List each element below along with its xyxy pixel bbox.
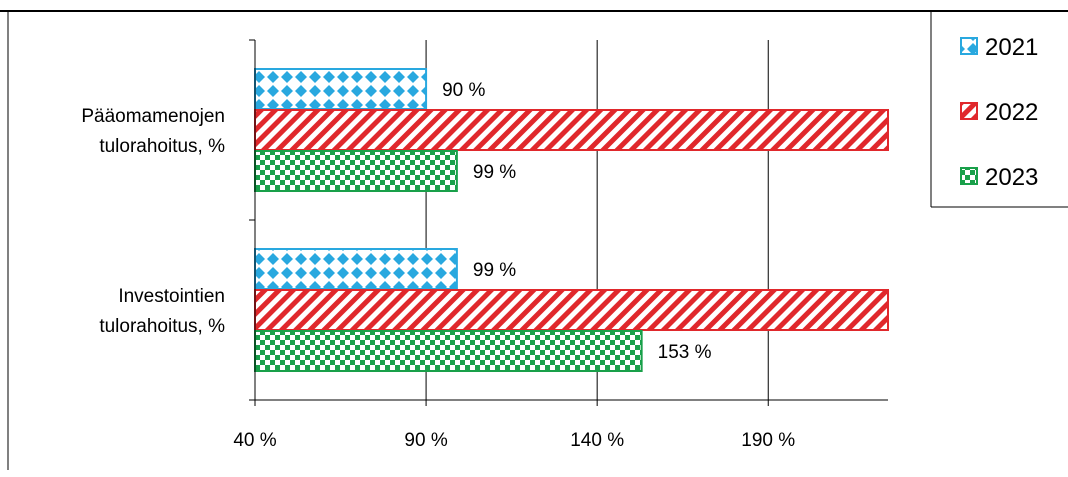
axes bbox=[249, 39, 888, 406]
data-label: 99 % bbox=[473, 162, 516, 183]
bar bbox=[254, 330, 643, 372]
x-tick-label: 190 % bbox=[741, 430, 795, 451]
bars bbox=[254, 68, 889, 372]
bar bbox=[254, 248, 458, 290]
category-label: Pääomamenojen bbox=[81, 106, 225, 127]
legend-label: 2022 bbox=[985, 99, 1038, 126]
legend-swatch bbox=[960, 167, 978, 185]
legend-swatch bbox=[960, 37, 978, 55]
x-tick-label: 90 % bbox=[404, 430, 447, 451]
x-tick-label: 40 % bbox=[233, 430, 276, 451]
data-label: 153 % bbox=[658, 342, 712, 363]
x-tick-label: 140 % bbox=[570, 430, 624, 451]
category-label: Investointien bbox=[118, 286, 225, 307]
bar bbox=[254, 150, 458, 192]
data-label: 99 % bbox=[473, 260, 516, 281]
legend-swatch bbox=[960, 102, 978, 120]
bar bbox=[254, 109, 889, 151]
bar bbox=[254, 68, 428, 110]
bar bbox=[254, 289, 889, 331]
legend-label: 2021 bbox=[985, 34, 1038, 61]
category-label: tulorahoitus, % bbox=[99, 136, 225, 157]
category-label: tulorahoitus, % bbox=[99, 316, 225, 337]
labels: 40 % 90 % 140 % 190 % Pääomamenojen tulorahoi… bbox=[81, 80, 795, 451]
data-label: 90 % bbox=[442, 80, 485, 101]
legend-label: 2023 bbox=[985, 164, 1038, 191]
legend: 2021 2022 2023 bbox=[930, 11, 1068, 208]
